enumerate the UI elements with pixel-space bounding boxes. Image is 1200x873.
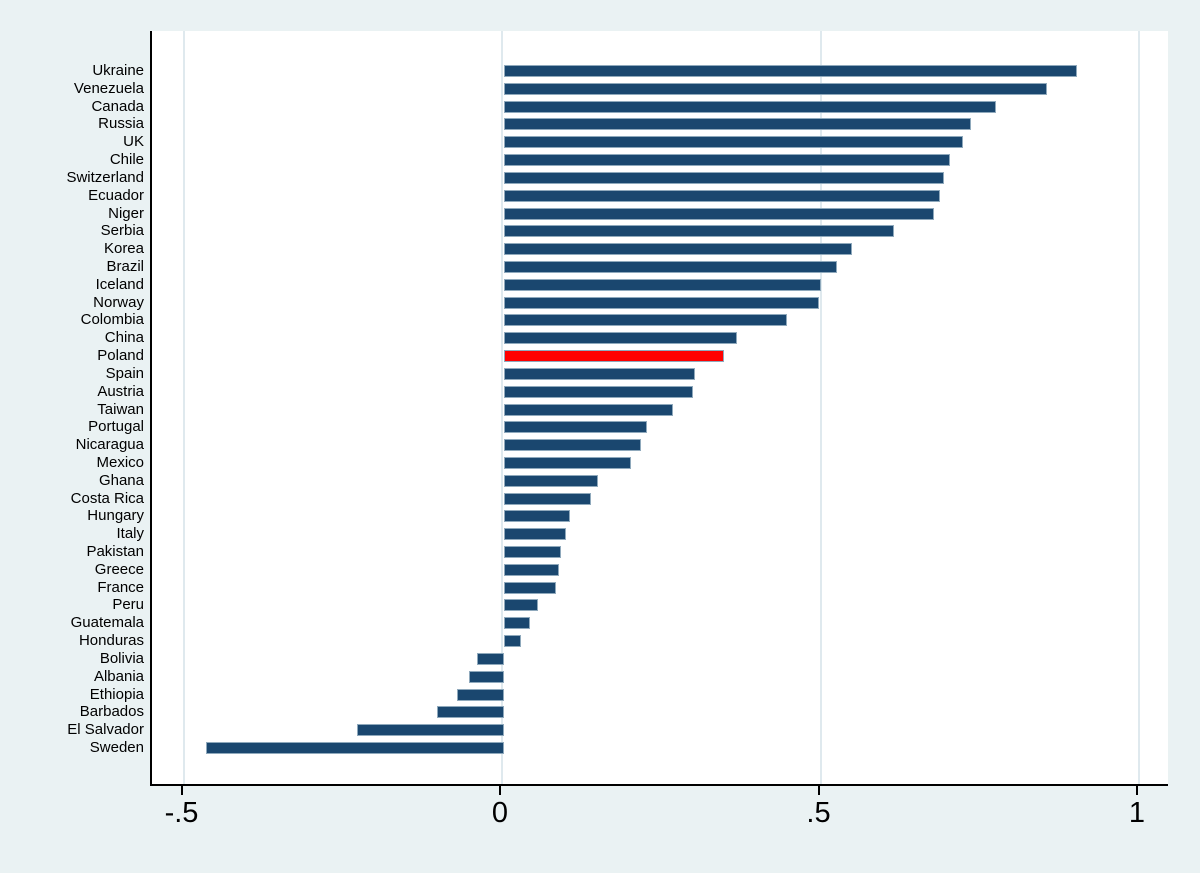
y-label-niger: Niger xyxy=(108,204,144,222)
y-label-ghana: Ghana xyxy=(98,471,144,489)
y-label-honduras: Honduras xyxy=(78,632,144,650)
bar-bolivia xyxy=(477,652,504,665)
y-label-switzerland: Switzerland xyxy=(66,168,144,186)
bar-hungary xyxy=(504,510,571,523)
y-label-norway: Norway xyxy=(93,293,144,311)
bar-canada xyxy=(504,100,996,113)
bar-ecuador xyxy=(504,189,940,202)
y-label-nicaragua: Nicaragua xyxy=(75,436,144,454)
bar-albania xyxy=(468,670,504,683)
bar-honduras xyxy=(504,635,522,648)
bar-poland xyxy=(504,350,724,363)
y-label-brazil: Brazil xyxy=(106,257,144,275)
bar-ukraine xyxy=(504,65,1078,77)
bar-costa-rica xyxy=(504,492,592,505)
y-label-poland: Poland xyxy=(97,347,144,365)
y-label-hungary: Hungary xyxy=(87,507,144,525)
x-tick-1 xyxy=(1136,786,1138,795)
y-label-spain: Spain xyxy=(105,364,144,382)
x-tick-label--5: -.5 xyxy=(164,797,199,829)
y-label-ethiopia: Ethiopia xyxy=(89,685,144,703)
bar-venezuela xyxy=(504,82,1047,95)
bar-guatemala xyxy=(504,617,531,630)
bar-ethiopia xyxy=(456,688,504,701)
bar-france xyxy=(504,581,557,594)
y-label-ecuador: Ecuador xyxy=(88,186,144,204)
bar-niger xyxy=(504,207,934,220)
y-label-peru: Peru xyxy=(112,596,144,614)
y-label-austria: Austria xyxy=(97,382,144,400)
bar-russia xyxy=(504,118,971,131)
bar-italy xyxy=(504,528,567,541)
y-label-greece: Greece xyxy=(94,560,144,578)
bar-taiwan xyxy=(504,403,673,416)
bar-chile xyxy=(504,154,950,167)
bar-korea xyxy=(504,243,852,256)
y-label-france: France xyxy=(97,578,144,596)
bar-portugal xyxy=(504,421,647,434)
bar-austria xyxy=(504,385,693,398)
bar-spain xyxy=(504,367,696,380)
y-label-russia: Russia xyxy=(98,115,144,133)
bar-norway xyxy=(504,296,819,309)
x-tick-0 xyxy=(499,786,501,795)
y-label-sweden: Sweden xyxy=(89,739,144,756)
y-label-bolivia: Bolivia xyxy=(99,649,144,667)
y-label-pakistan: Pakistan xyxy=(86,543,144,561)
y-label-el-salvador: El Salvador xyxy=(67,721,144,739)
y-label-colombia: Colombia xyxy=(80,311,144,329)
y-label-albania: Albania xyxy=(93,667,144,685)
y-label-ukraine: Ukraine xyxy=(92,62,144,79)
y-label-mexico: Mexico xyxy=(96,453,144,471)
bar-ghana xyxy=(504,474,599,487)
bar-switzerland xyxy=(504,171,944,184)
y-label-portugal: Portugal xyxy=(88,418,144,436)
y-label-china: China xyxy=(104,329,144,347)
y-label-barbados: Barbados xyxy=(79,703,144,721)
plot-area xyxy=(150,31,1168,786)
bar-uk xyxy=(504,136,963,149)
y-label-venezuela: Venezuela xyxy=(73,79,144,97)
y-label-chile: Chile xyxy=(109,151,144,169)
y-label-serbia: Serbia xyxy=(100,222,144,240)
y-label-korea: Korea xyxy=(103,240,144,258)
bar-mexico xyxy=(504,456,631,469)
bar-pakistan xyxy=(504,546,562,559)
gridline-1 xyxy=(1138,31,1140,784)
bar-colombia xyxy=(504,314,787,327)
y-label-taiwan: Taiwan xyxy=(97,400,144,418)
y-label-uk: UK xyxy=(123,133,144,151)
bar-greece xyxy=(504,563,559,576)
bar-china xyxy=(504,332,738,345)
y-label-iceland: Iceland xyxy=(95,275,144,293)
bar-sweden xyxy=(205,742,504,754)
bar-brazil xyxy=(504,260,837,273)
x-tick-label--5: .5 xyxy=(806,797,831,829)
bar-peru xyxy=(504,599,538,612)
y-label-italy: Italy xyxy=(116,525,144,543)
bar-nicaragua xyxy=(504,439,641,452)
x-tick--5 xyxy=(817,786,820,795)
y-label-guatemala: Guatemala xyxy=(70,614,144,632)
y-label-costa-rica: Costa Rica xyxy=(70,489,144,507)
y-label-canada: Canada xyxy=(91,97,144,115)
x-tick-label-0: 0 xyxy=(491,797,509,829)
gridline--5 xyxy=(182,31,185,784)
x-tick--5 xyxy=(180,786,183,795)
bar-serbia xyxy=(504,225,895,238)
bar-iceland xyxy=(504,278,821,291)
x-tick-label-1: 1 xyxy=(1128,797,1146,829)
bar-el-salvador xyxy=(357,724,504,737)
bar-barbados xyxy=(437,706,504,719)
